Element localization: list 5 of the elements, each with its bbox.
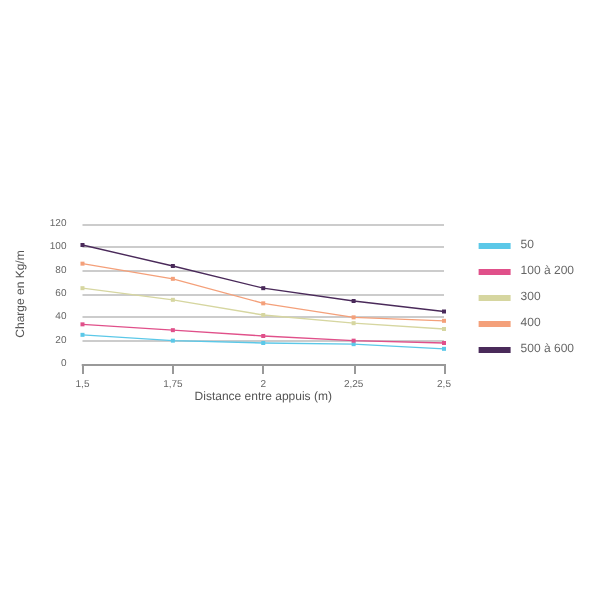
line-series bbox=[80, 243, 446, 314]
line-series bbox=[80, 322, 446, 345]
line-series bbox=[80, 332, 446, 351]
line-series bbox=[80, 286, 446, 331]
line-series bbox=[80, 261, 446, 323]
